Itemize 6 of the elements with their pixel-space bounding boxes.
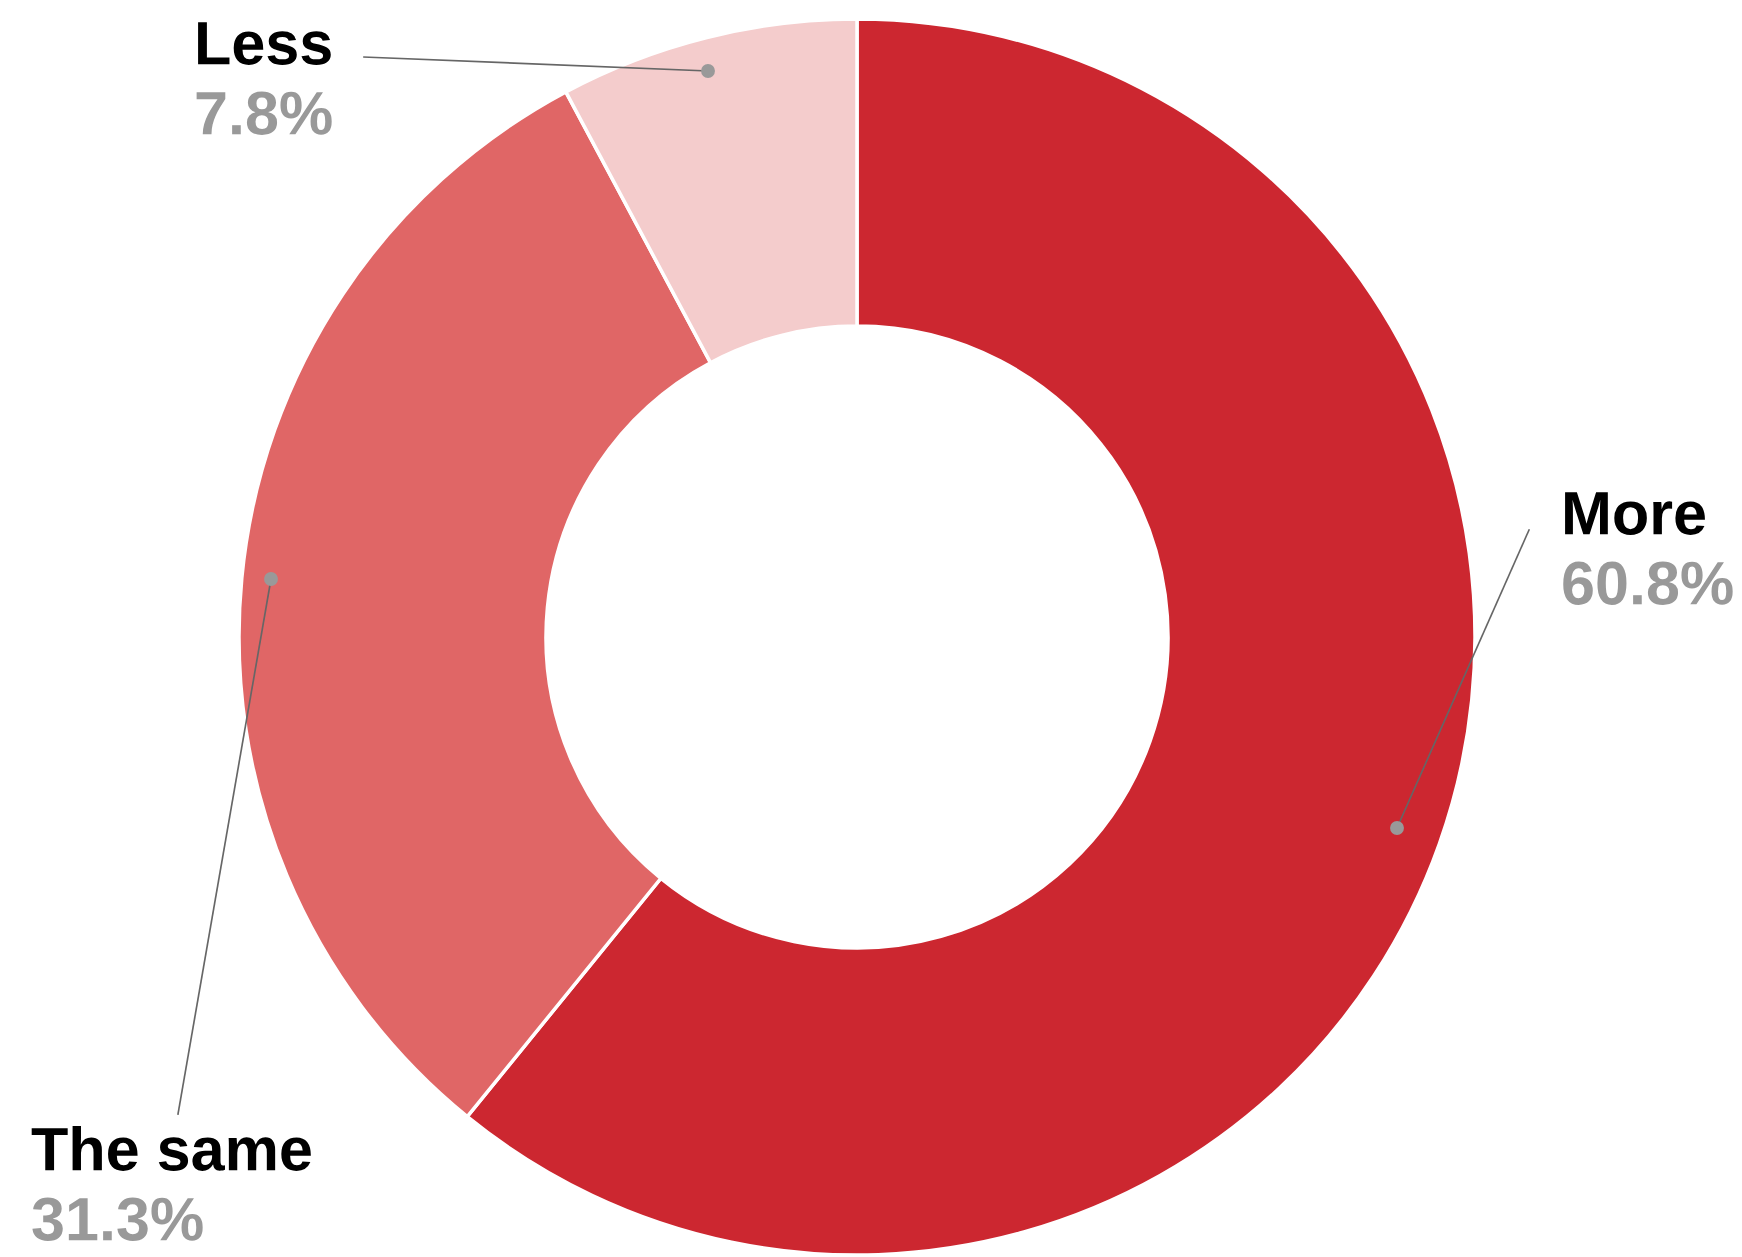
slice-label: The same <box>31 1126 311 1171</box>
slice-label: Less <box>198 22 331 65</box>
slice-label: More <box>1565 492 1705 535</box>
data-label: 60.8% <box>1563 561 1733 605</box>
data-label: 31.3% <box>32 1197 203 1241</box>
data-label: 7.8% <box>196 91 332 135</box>
